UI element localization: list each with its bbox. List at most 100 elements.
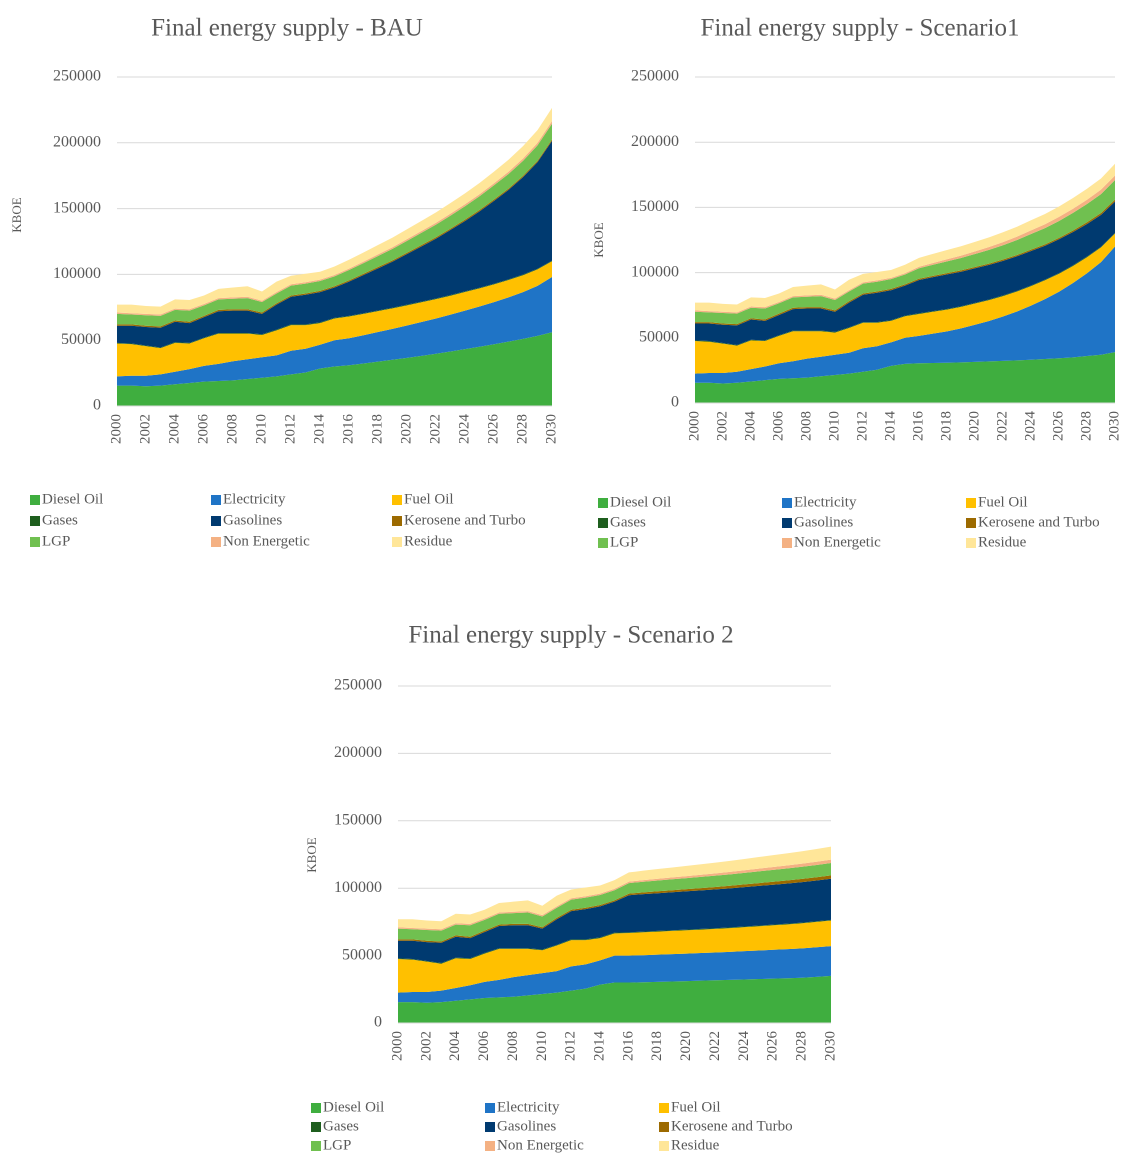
area <box>398 878 831 964</box>
x-tick-label: 2012 <box>854 411 870 441</box>
x-tick-label: 2028 <box>1078 411 1094 441</box>
x-tick-label: 2014 <box>592 1031 608 1062</box>
x-tick-label: 2012 <box>563 1031 579 1061</box>
x-tick-label: 2000 <box>686 411 702 441</box>
legend-label: LGP <box>323 1137 351 1153</box>
area <box>398 875 831 943</box>
area <box>695 246 1115 384</box>
legend-label: Residue <box>978 534 1027 550</box>
chart-title: Final energy supply - BAU <box>151 15 423 42</box>
y-tick-label: 50000 <box>61 331 101 348</box>
legend-label: Non Energetic <box>794 534 881 550</box>
y-tick-label: 50000 <box>342 946 382 963</box>
legend-label: Kerosene and Turbo <box>671 1118 793 1134</box>
x-tick-label: 2022 <box>427 414 443 444</box>
chart-title: Final energy supply - Scenario 2 <box>408 622 733 649</box>
x-tick-label: 2022 <box>707 1031 723 1061</box>
y-tick-label: 250000 <box>53 68 101 85</box>
legend-label: Kerosene and Turbo <box>404 512 526 528</box>
legend-label: Diesel Oil <box>610 494 671 510</box>
x-tick-label: 2000 <box>108 414 124 444</box>
legend-swatch <box>598 538 608 548</box>
legend-swatch <box>211 495 221 505</box>
y-tick-label: 200000 <box>631 133 679 150</box>
x-tick-label: 2022 <box>994 411 1010 441</box>
area <box>117 277 552 387</box>
legend-swatch <box>966 498 976 508</box>
y-tick-label: 50000 <box>639 328 679 345</box>
area <box>398 920 831 993</box>
legend-label: Gasolines <box>497 1118 556 1134</box>
area <box>398 975 831 1023</box>
legend-label: Electricity <box>794 494 857 510</box>
y-axis-label: KBOE <box>591 222 606 257</box>
y-tick-label: 100000 <box>334 879 382 896</box>
legend-label: Gases <box>323 1118 359 1134</box>
y-tick-label: 0 <box>93 397 101 414</box>
x-tick-label: 2018 <box>938 411 954 441</box>
x-tick-label: 2004 <box>742 411 758 442</box>
legend-label: Non Energetic <box>223 533 310 549</box>
legend-swatch <box>659 1122 669 1132</box>
legend-label: Residue <box>404 533 453 549</box>
y-axis-label: KBOE <box>304 837 319 872</box>
x-tick-label: 2030 <box>1106 411 1122 441</box>
legend-swatch <box>485 1141 495 1151</box>
chart: Final energy supply - Scenario1 KBOE 0 5000… <box>591 15 1122 551</box>
legend-swatch <box>966 538 976 548</box>
legend-swatch <box>659 1141 669 1151</box>
y-tick-label: 250000 <box>334 677 382 694</box>
legend-swatch <box>598 518 608 528</box>
y-tick-label: 250000 <box>631 68 679 85</box>
chart: Final energy supply - Scenario 2 KBOE 0 500… <box>304 622 838 1153</box>
area <box>117 107 552 315</box>
y-tick-label: 150000 <box>53 199 101 216</box>
legend-swatch <box>30 537 40 547</box>
area <box>695 201 1115 345</box>
x-tick-label: 2002 <box>714 411 730 441</box>
legend-swatch <box>782 518 792 528</box>
x-tick-label: 2012 <box>282 414 298 444</box>
x-tick-label: 2020 <box>966 411 982 441</box>
legend-label: Electricity <box>497 1099 560 1115</box>
legend-swatch <box>782 538 792 548</box>
x-tick-label: 2018 <box>649 1031 665 1061</box>
x-tick-label: 2024 <box>736 1031 752 1062</box>
legend-label: Gases <box>42 512 78 528</box>
legend-swatch <box>211 516 221 526</box>
x-tick-label: 2002 <box>137 414 153 444</box>
area <box>695 352 1115 403</box>
y-tick-label: 0 <box>374 1014 382 1031</box>
y-axis-label: KBOE <box>9 197 24 232</box>
legend-label: Fuel Oil <box>978 494 1028 510</box>
area <box>117 123 552 327</box>
x-tick-label: 2030 <box>822 1031 838 1061</box>
x-tick-label: 2002 <box>418 1031 434 1061</box>
chart-title: Final energy supply - Scenario1 <box>701 15 1020 42</box>
legend-swatch <box>211 537 221 547</box>
x-tick-label: 2008 <box>798 411 814 441</box>
x-tick-label: 2020 <box>678 1031 694 1061</box>
y-tick-label: 200000 <box>334 744 382 761</box>
legend-swatch <box>485 1122 495 1132</box>
x-tick-label: 2020 <box>398 414 414 444</box>
x-tick-label: 2030 <box>543 414 559 444</box>
x-tick-label: 2006 <box>770 411 786 442</box>
legend-label: Diesel Oil <box>323 1099 384 1115</box>
legend-label: Gasolines <box>794 514 853 530</box>
x-tick-label: 2026 <box>1050 411 1066 442</box>
legend-swatch <box>392 495 402 505</box>
area <box>117 332 552 406</box>
legend-label: Diesel Oil <box>42 491 103 507</box>
legend-swatch <box>392 516 402 526</box>
area <box>695 233 1115 374</box>
x-tick-label: 2024 <box>456 414 472 445</box>
x-tick-label: 2028 <box>514 414 530 444</box>
legend-label: Gasolines <box>223 512 282 528</box>
x-tick-label: 2026 <box>765 1031 781 1062</box>
x-tick-label: 2010 <box>253 414 269 444</box>
x-tick-label: 2004 <box>166 414 182 445</box>
y-tick-label: 150000 <box>631 198 679 215</box>
y-tick-label: 100000 <box>631 263 679 280</box>
